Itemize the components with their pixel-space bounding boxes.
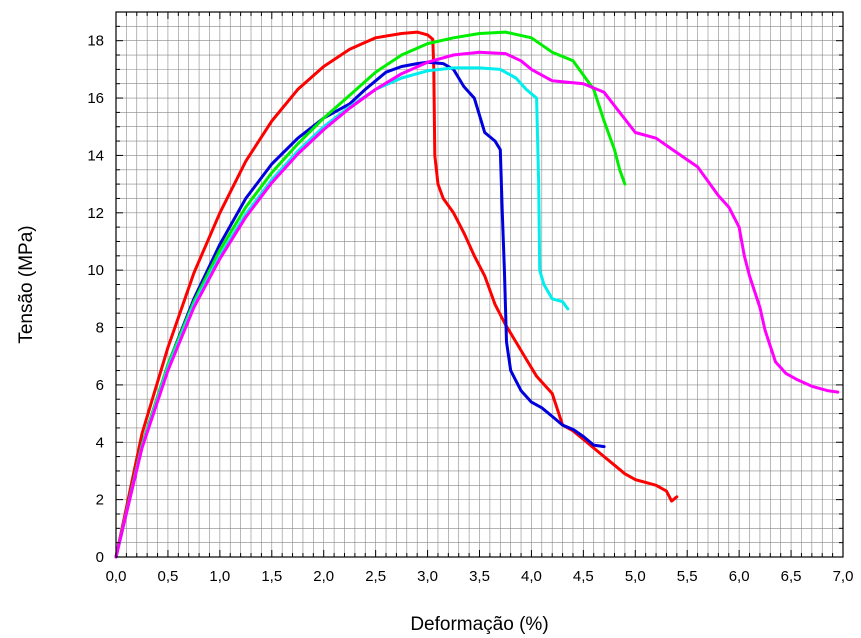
series-line-1 xyxy=(114,30,679,559)
x-axis-title: Deformação (%) xyxy=(410,614,548,635)
grid xyxy=(116,12,843,557)
x-tick-label: 5,5 xyxy=(677,568,698,585)
y-tick-label: 6 xyxy=(96,377,104,394)
x-tick-label: 2,0 xyxy=(313,568,334,585)
y-tick-label: 14 xyxy=(87,147,104,164)
x-tick-label: 1,5 xyxy=(261,568,282,585)
x-tick-label: 3,0 xyxy=(417,568,438,585)
series-line-5 xyxy=(114,50,840,559)
y-tick-label: 4 xyxy=(96,434,104,451)
x-tick-label: 1,0 xyxy=(209,568,230,585)
y-tick-label: 2 xyxy=(96,492,104,509)
axis-ticks xyxy=(115,11,844,558)
y-tick-label: 0 xyxy=(96,549,104,566)
y-tick-label: 8 xyxy=(96,320,104,337)
x-tick-label: 7,0 xyxy=(833,568,854,585)
y-axis-title: Tensão (MPa) xyxy=(16,225,37,343)
y-tick-label: 12 xyxy=(87,205,104,222)
y-tick-label: 18 xyxy=(87,33,104,50)
x-tick-label: 6,5 xyxy=(781,568,802,585)
x-tick-label: 4,0 xyxy=(521,568,542,585)
series-line-4 xyxy=(114,66,570,559)
y-tick-label: 10 xyxy=(87,262,104,279)
series-line-2 xyxy=(114,60,606,559)
x-tick-labels: 0,0 0,5 1,0 1,5 2,0 2,5 3,0 3,5 4,0 4,5 5,0 5,5 6,0 6… xyxy=(106,568,854,585)
y-tick-label: 16 xyxy=(87,90,104,107)
y-tick-labels: 0 2 4 6 8 10 12 14 16 18 xyxy=(87,33,104,566)
x-tick-label: 0,0 xyxy=(106,568,127,585)
x-tick-label: 0,5 xyxy=(157,568,178,585)
x-tick-label: 5,0 xyxy=(625,568,646,585)
x-tick-label: 4,5 xyxy=(573,568,594,585)
series-group xyxy=(114,30,840,559)
x-tick-label: 3,5 xyxy=(469,568,490,585)
x-tick-label: 2,5 xyxy=(365,568,386,585)
x-tick-label: 6,0 xyxy=(729,568,750,585)
